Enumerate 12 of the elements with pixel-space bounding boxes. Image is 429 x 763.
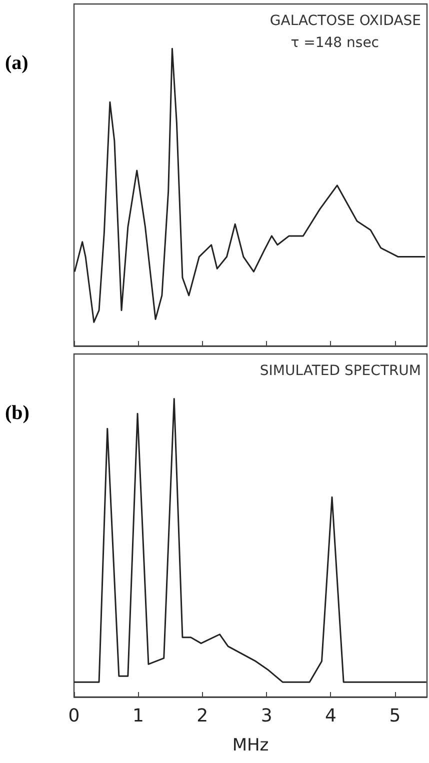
x-tick-label: 4 bbox=[325, 706, 336, 726]
annotation: τ =148 nsec bbox=[290, 35, 380, 51]
text: SIMULATED SPECTRUM bbox=[260, 363, 422, 379]
x-tick-label: 1 bbox=[132, 706, 144, 726]
x-axis-title: MHz bbox=[232, 736, 269, 756]
chart-title: (a) bbox=[5, 52, 28, 74]
chart-title: (b) bbox=[5, 402, 30, 424]
x-tick-label: 3 bbox=[260, 706, 272, 726]
x-tick-label: 5 bbox=[389, 706, 401, 726]
x-tick-label: 0 bbox=[68, 706, 80, 726]
text: GALACTOSE OXIDASE bbox=[270, 13, 422, 29]
x-tick-label: 2 bbox=[196, 706, 208, 726]
